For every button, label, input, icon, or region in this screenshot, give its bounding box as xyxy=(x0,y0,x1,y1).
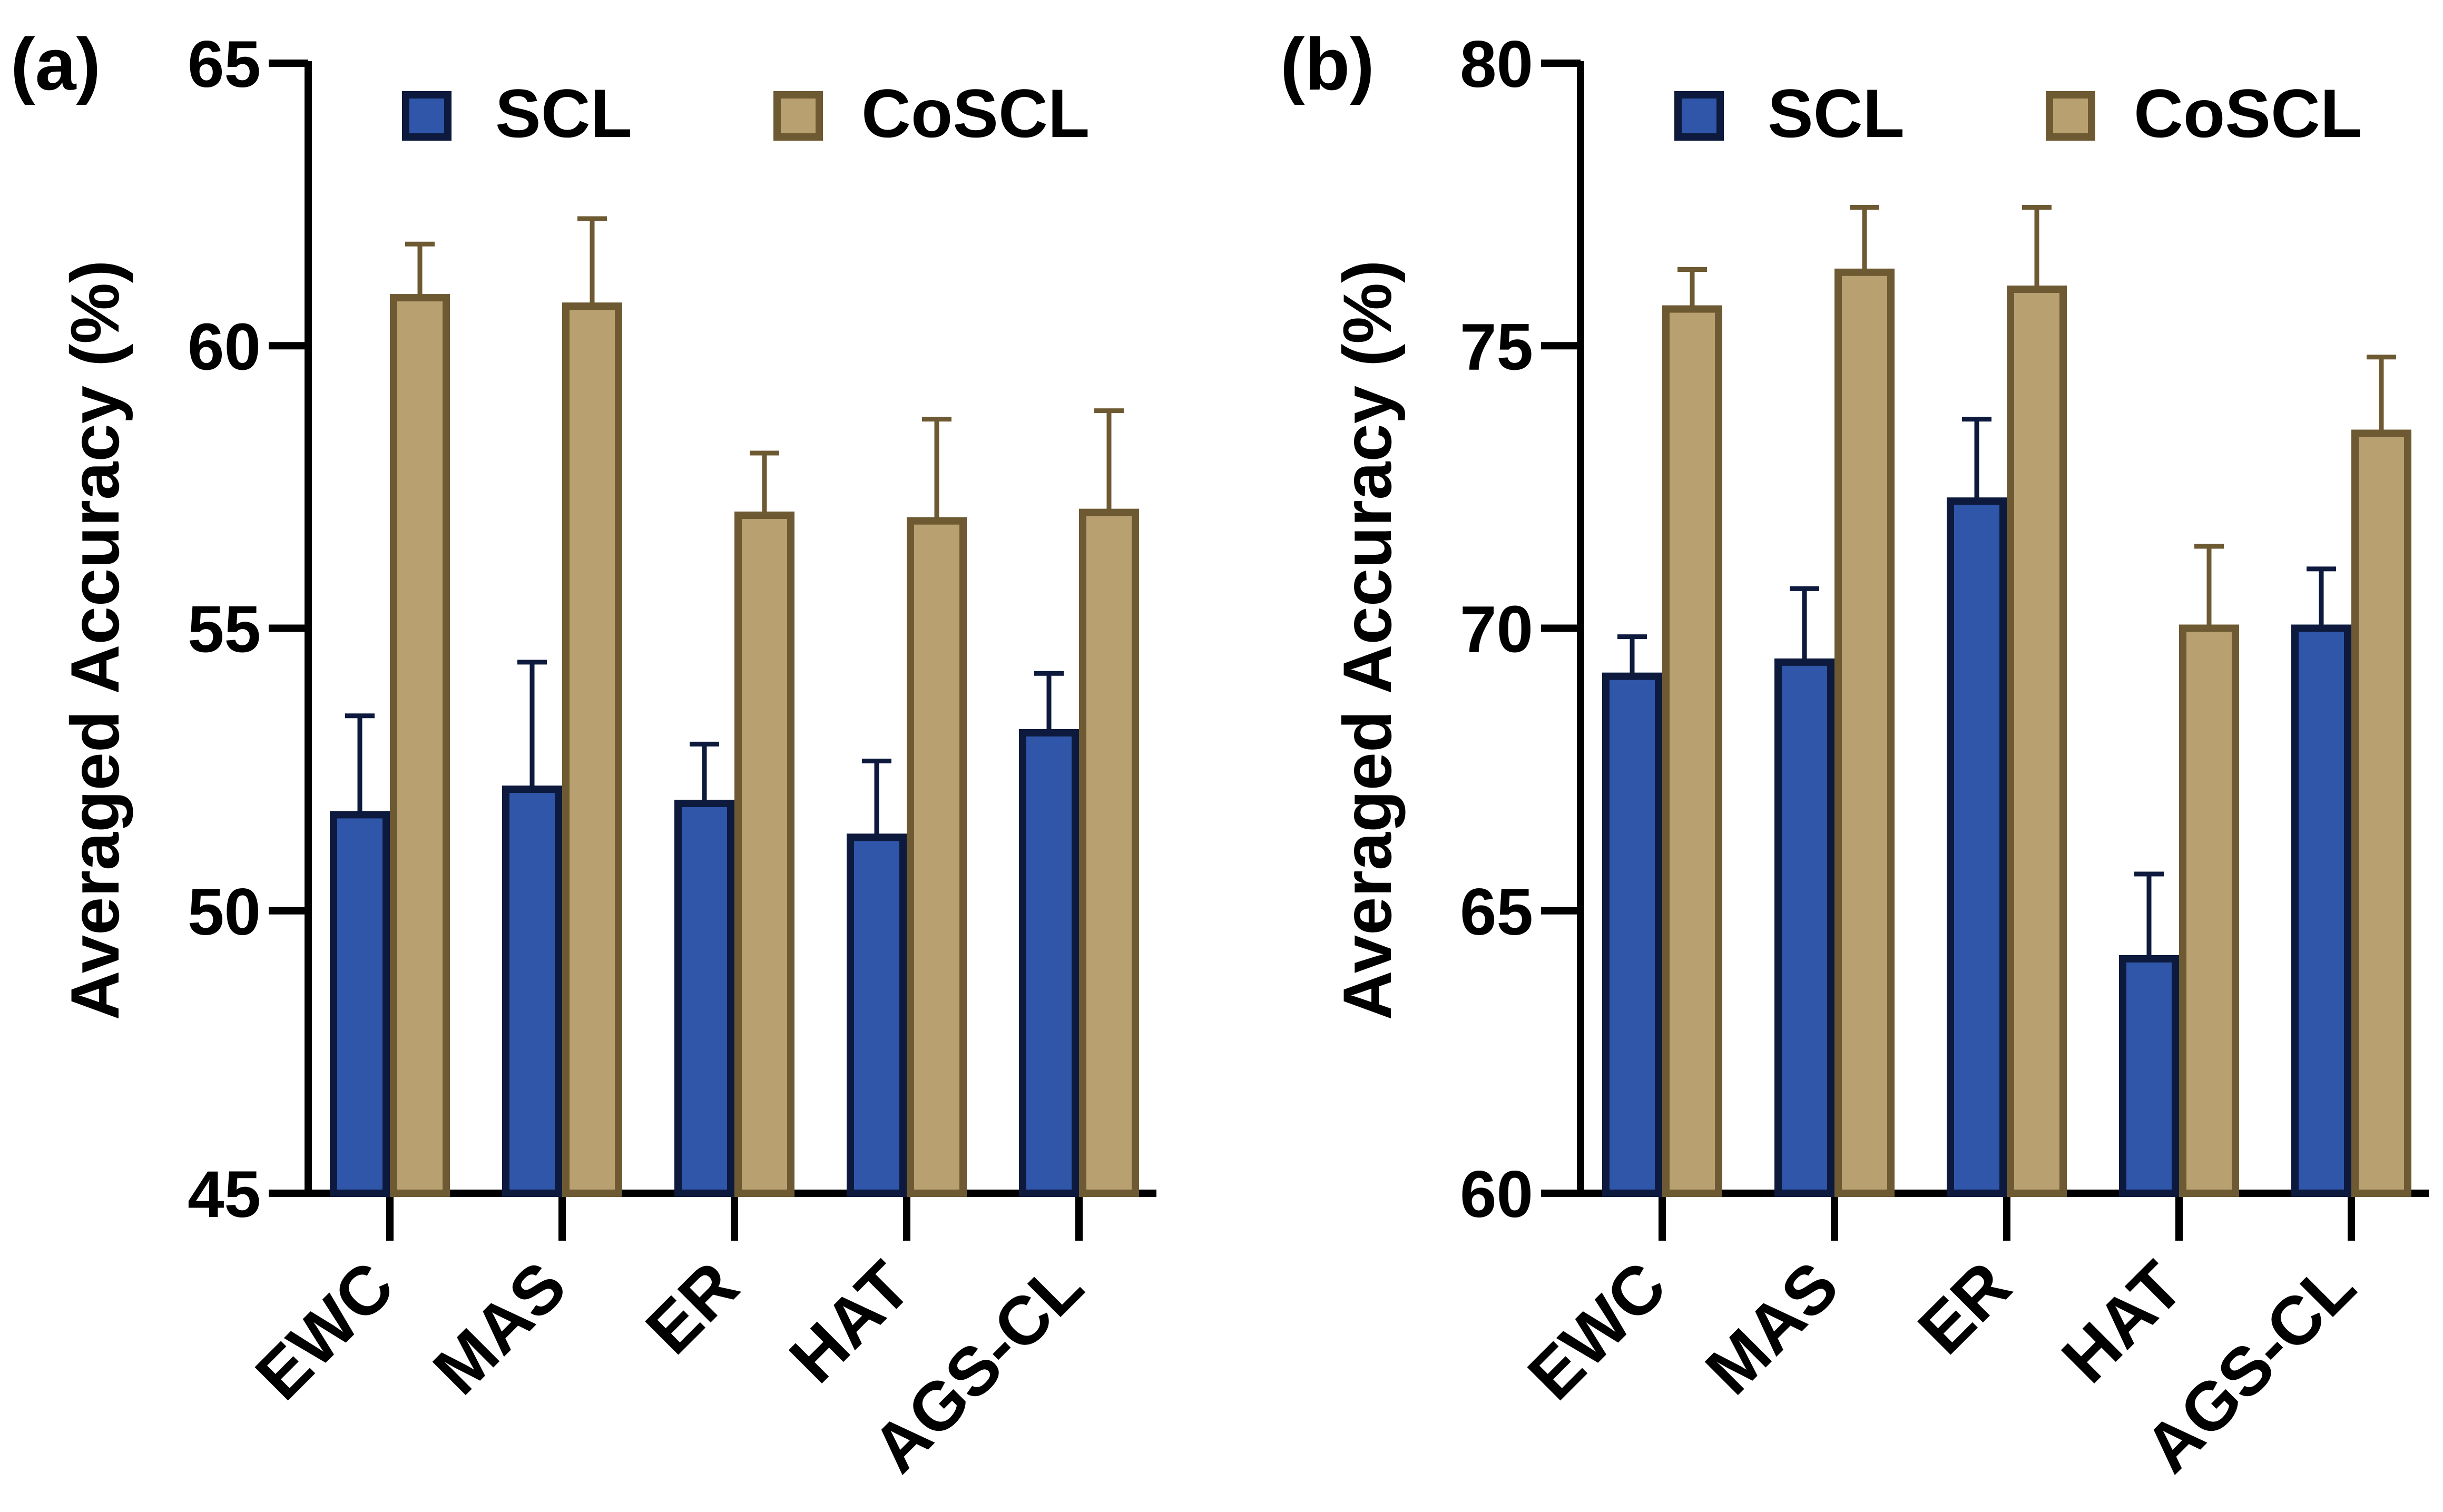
bar-coscl xyxy=(2351,429,2411,1197)
legend-label-scl: SCL xyxy=(1768,75,1905,152)
bar-scl xyxy=(2119,955,2179,1197)
x-tick-label: HAT xyxy=(2047,1247,2197,1397)
bar-coscl xyxy=(1834,268,1895,1197)
y-tick-label: 55 xyxy=(188,593,261,666)
panel-label: (a) xyxy=(11,23,101,105)
panel-a: (a) Averaged Accuracy (%) SCL CoSCL 45 50… xyxy=(11,23,1156,1487)
y-tick-label: 60 xyxy=(1460,1158,1533,1231)
bar-coscl xyxy=(2179,624,2239,1197)
bar-scl xyxy=(1019,729,1079,1197)
bar-scl xyxy=(2291,624,2351,1197)
bar-coscl xyxy=(907,517,967,1197)
bar-scl xyxy=(674,799,734,1197)
y-tick-label: 65 xyxy=(188,28,261,101)
axes: 60 65 70 75 80 xyxy=(1460,28,2429,1241)
legend-label-coscl: CoSCL xyxy=(861,75,1090,152)
bar-scl xyxy=(502,786,562,1197)
x-tick-label: EWC xyxy=(241,1247,408,1415)
panel-label: (b) xyxy=(1280,23,1375,105)
y-axis-label: Averaged Accuracy (%) xyxy=(56,260,133,1020)
y-tick-label: 45 xyxy=(188,1158,261,1231)
y-tick-label: 75 xyxy=(1460,310,1533,384)
x-tick-label: HAT xyxy=(774,1247,925,1397)
bar-scl xyxy=(1947,497,2007,1197)
bars xyxy=(330,216,1139,1197)
y-axis-label: Averaged Accuracy (%) xyxy=(1329,260,1406,1020)
bar-coscl xyxy=(562,302,622,1197)
legend: SCL CoSCL xyxy=(1674,75,2362,152)
legend-label-coscl: CoSCL xyxy=(2134,75,2362,152)
y-tick-label: 50 xyxy=(188,876,261,949)
bar-coscl xyxy=(390,294,450,1197)
y-tick-label: 70 xyxy=(1460,593,1533,666)
bars xyxy=(1602,204,2411,1197)
x-tick-label: ER xyxy=(631,1247,753,1369)
panel-b: (b) Averaged Accuracy (%) SCL CoSCL 60 65… xyxy=(1280,23,2429,1487)
bar-scl xyxy=(1774,658,1834,1197)
legend-label-scl: SCL xyxy=(495,75,632,152)
legend: SCL CoSCL xyxy=(402,75,1090,152)
y-tick-label: 60 xyxy=(188,310,261,384)
y-tick-label: 65 xyxy=(1460,876,1533,949)
bar-scl xyxy=(330,811,390,1197)
x-tick-label: ER xyxy=(1904,1247,2025,1369)
x-tick-label: EWC xyxy=(1513,1247,1681,1415)
bar-coscl xyxy=(1079,508,1139,1197)
legend-swatch-coscl xyxy=(2046,91,2095,141)
x-tick-label: MAS xyxy=(418,1247,581,1409)
x-tick-label: MAS xyxy=(1691,1247,1853,1409)
bar-coscl xyxy=(734,512,794,1197)
legend-swatch-coscl xyxy=(773,91,823,141)
legend-swatch-scl xyxy=(402,91,452,141)
bar-scl xyxy=(1602,672,1662,1197)
bar-coscl xyxy=(1662,305,1722,1197)
bar-coscl xyxy=(2007,286,2067,1197)
y-tick-label: 80 xyxy=(1460,28,1533,101)
legend-swatch-scl xyxy=(1674,91,1724,141)
bar-scl xyxy=(847,833,907,1197)
